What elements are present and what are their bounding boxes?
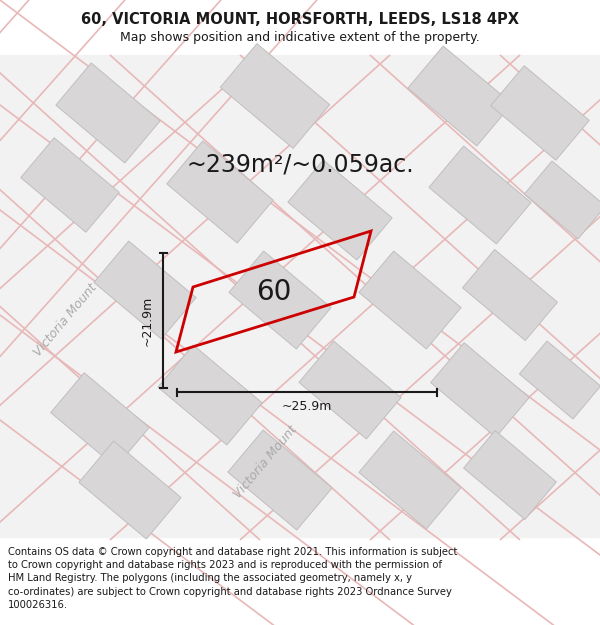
Polygon shape bbox=[56, 63, 160, 163]
Polygon shape bbox=[79, 441, 181, 539]
Polygon shape bbox=[228, 430, 332, 530]
Text: 60, VICTORIA MOUNT, HORSFORTH, LEEDS, LS18 4PX: 60, VICTORIA MOUNT, HORSFORTH, LEEDS, LS… bbox=[81, 11, 519, 26]
Text: HM Land Registry. The polygons (including the associated geometry, namely x, y: HM Land Registry. The polygons (includin… bbox=[8, 573, 412, 583]
Text: ~239m²/~0.059ac.: ~239m²/~0.059ac. bbox=[186, 153, 414, 177]
Polygon shape bbox=[158, 345, 262, 445]
Bar bbox=[0, 0, 600, 55]
Text: 60: 60 bbox=[256, 278, 291, 306]
Polygon shape bbox=[94, 241, 196, 339]
Polygon shape bbox=[220, 44, 330, 148]
Text: 100026316.: 100026316. bbox=[8, 600, 68, 610]
Polygon shape bbox=[429, 146, 531, 244]
Polygon shape bbox=[21, 138, 119, 232]
Text: Victoria Mount: Victoria Mount bbox=[231, 423, 299, 501]
Bar bbox=[0, 55, 600, 537]
Polygon shape bbox=[167, 141, 273, 243]
Text: ~21.9m: ~21.9m bbox=[140, 296, 154, 346]
Bar bbox=[0, 55, 600, 537]
Polygon shape bbox=[524, 161, 600, 239]
Polygon shape bbox=[359, 431, 461, 529]
Polygon shape bbox=[520, 341, 600, 419]
Polygon shape bbox=[51, 372, 149, 468]
Polygon shape bbox=[431, 342, 529, 437]
Text: Contains OS data © Crown copyright and database right 2021. This information is : Contains OS data © Crown copyright and d… bbox=[8, 547, 457, 557]
Text: Victoria Mount: Victoria Mount bbox=[31, 281, 99, 359]
Polygon shape bbox=[463, 249, 557, 341]
Polygon shape bbox=[229, 251, 331, 349]
Polygon shape bbox=[491, 66, 589, 160]
Text: to Crown copyright and database rights 2023 and is reproduced with the permissio: to Crown copyright and database rights 2… bbox=[8, 560, 442, 570]
Polygon shape bbox=[359, 251, 461, 349]
Bar bbox=[0, 537, 600, 625]
Polygon shape bbox=[464, 431, 556, 519]
Polygon shape bbox=[408, 46, 512, 146]
Polygon shape bbox=[288, 160, 392, 260]
Text: ~25.9m: ~25.9m bbox=[282, 401, 332, 414]
Polygon shape bbox=[299, 341, 401, 439]
Text: Map shows position and indicative extent of the property.: Map shows position and indicative extent… bbox=[120, 31, 480, 44]
Text: co-ordinates) are subject to Crown copyright and database rights 2023 Ordnance S: co-ordinates) are subject to Crown copyr… bbox=[8, 587, 452, 597]
